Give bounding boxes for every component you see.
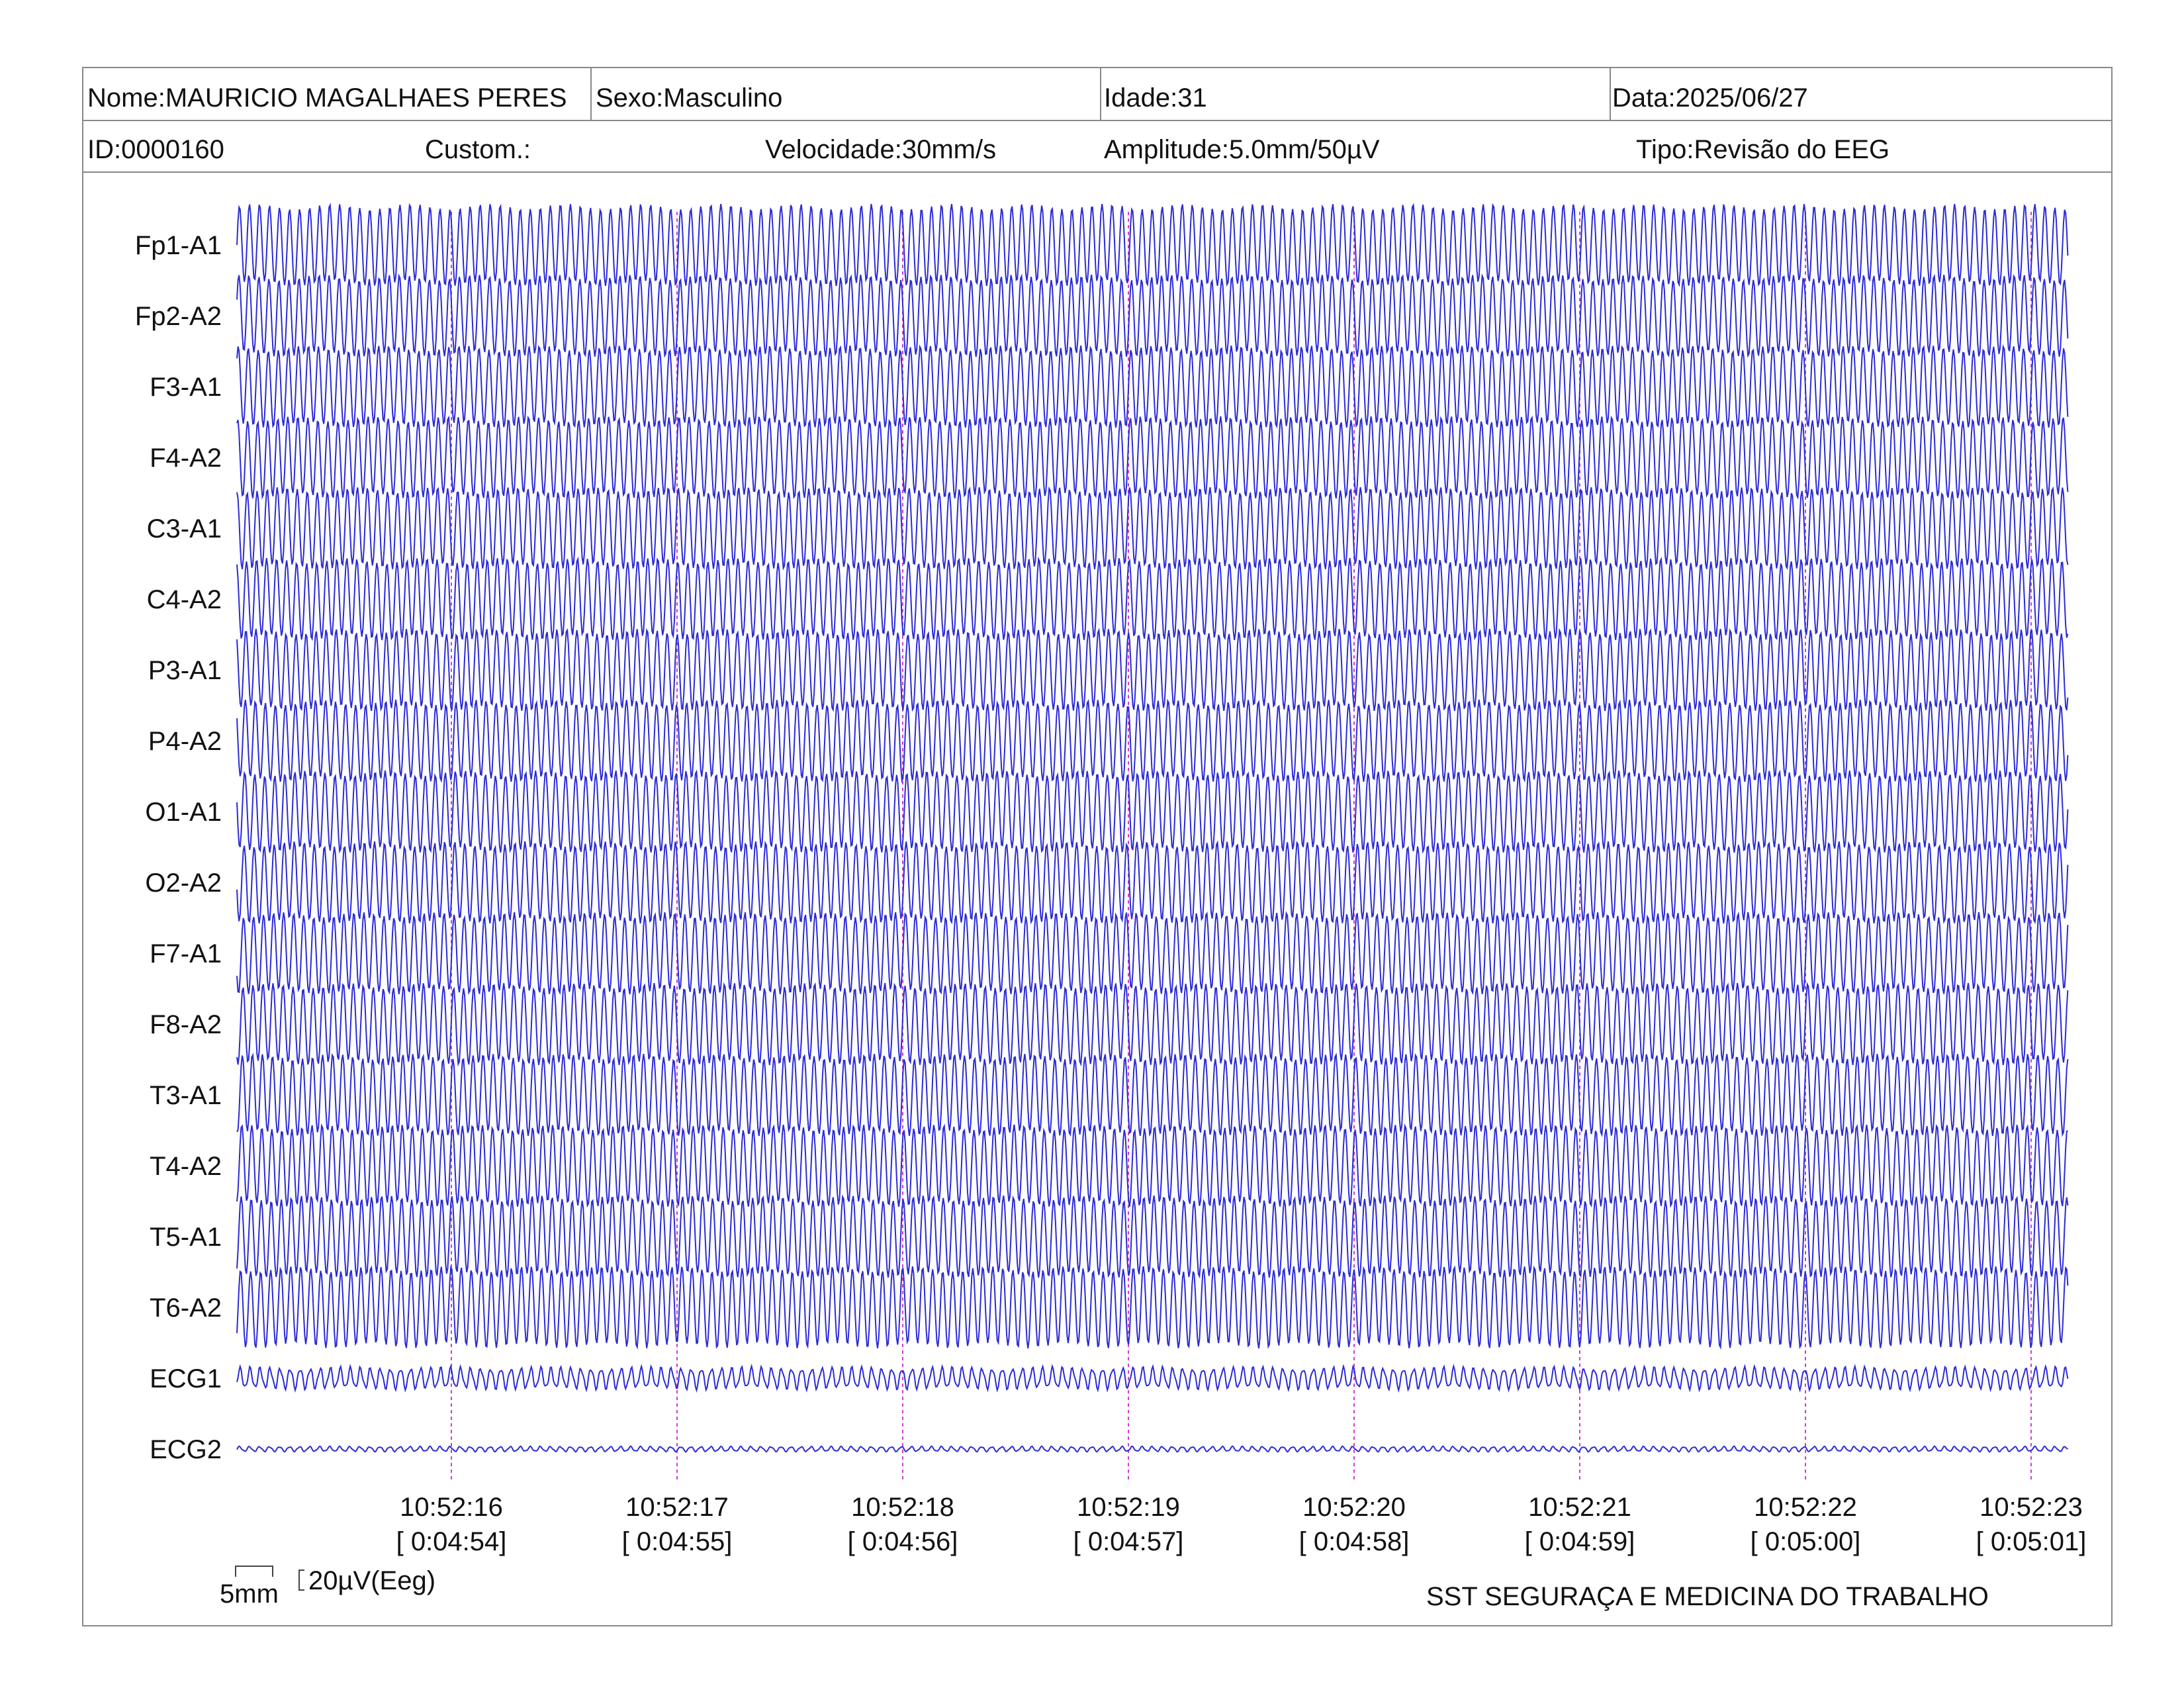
time-marker-elapsed: [ 0:04:58] bbox=[1299, 1527, 1410, 1556]
patient-id: ID:0000160 bbox=[87, 135, 224, 164]
time-marker-elapsed: [ 0:04:55] bbox=[622, 1527, 733, 1556]
time-marker-clock: 10:52:16 bbox=[400, 1493, 503, 1522]
channel-label: C4-A2 bbox=[147, 585, 222, 614]
time-marker-elapsed: [ 0:04:57] bbox=[1073, 1527, 1184, 1556]
channel-trace bbox=[236, 1194, 2069, 1279]
patient-age: Idade:31 bbox=[1104, 83, 1207, 113]
custom-field: Custom.: bbox=[425, 135, 531, 164]
time-scale-label: 5mm bbox=[220, 1579, 279, 1609]
header-divider-2 bbox=[82, 171, 2113, 173]
channel-label: F4-A2 bbox=[150, 444, 222, 473]
time-marker-clock: 10:52:17 bbox=[625, 1493, 729, 1522]
channel-label: P4-A2 bbox=[148, 727, 222, 756]
channel-label: F3-A1 bbox=[150, 373, 222, 402]
channel-label: T4-A2 bbox=[150, 1152, 222, 1181]
patient-sex: Sexo:Masculino bbox=[596, 83, 783, 113]
channel-trace bbox=[236, 628, 2069, 712]
channel-trace bbox=[236, 344, 2069, 429]
channel-label: T3-A1 bbox=[150, 1081, 222, 1110]
channel-label: C3-A1 bbox=[147, 514, 222, 543]
time-marker-elapsed: [ 0:04:54] bbox=[396, 1527, 507, 1556]
channel-trace bbox=[236, 911, 2069, 996]
amplitude-setting: Amplitude:5.0mm/50µV bbox=[1104, 135, 1380, 164]
header-col-divider-3 bbox=[1610, 67, 1611, 120]
channel-label: O1-A1 bbox=[145, 798, 222, 827]
channel-trace bbox=[236, 203, 2069, 287]
channel-label: ECG2 bbox=[150, 1435, 222, 1464]
channel-trace bbox=[236, 1053, 2069, 1137]
channel-label: F7-A1 bbox=[150, 939, 222, 968]
eeg-traces bbox=[236, 203, 2069, 1453]
channel-trace bbox=[236, 769, 2069, 855]
time-marker-clock: 10:52:19 bbox=[1077, 1493, 1180, 1522]
header-col-divider-2 bbox=[1100, 67, 1101, 120]
time-scale-bracket bbox=[235, 1566, 273, 1577]
time-marker-elapsed: [ 0:05:01] bbox=[1976, 1527, 2087, 1556]
time-marker-clock: 10:52:20 bbox=[1302, 1493, 1406, 1522]
header-divider-1 bbox=[82, 120, 2113, 121]
channel-trace bbox=[236, 415, 2069, 500]
time-marker-clock: 10:52:21 bbox=[1528, 1493, 1631, 1522]
time-marker-clock: 10:52:23 bbox=[1979, 1493, 2083, 1522]
channel-trace bbox=[236, 1445, 2068, 1453]
channel-label: O2-A2 bbox=[145, 868, 222, 898]
channel-trace bbox=[236, 840, 2069, 925]
speed-setting: Velocidade:30mm/s bbox=[765, 135, 997, 164]
time-marker-elapsed: [ 0:04:56] bbox=[848, 1527, 958, 1556]
channel-label: Fp1-A1 bbox=[135, 231, 222, 260]
channel-trace bbox=[236, 698, 2069, 784]
channel-trace bbox=[236, 556, 2069, 641]
channel-label: P3-A1 bbox=[148, 656, 222, 685]
time-marker-elapsed: [ 0:04:59] bbox=[1525, 1527, 1635, 1556]
organization-name: SST SEGURAÇA E MEDICINA DO TRABALHO bbox=[1426, 1582, 1989, 1611]
patient-name: Nome:MAURICIO MAGALHAES PERES bbox=[87, 83, 567, 113]
page-frame bbox=[82, 67, 2113, 1626]
time-marker-elapsed: [ 0:05:00] bbox=[1751, 1527, 1861, 1556]
time-labels: 10:52:16 [ 0:04:54] 10:52:17 [ 0:04:55] 10:5… bbox=[396, 1493, 2087, 1556]
channel-trace bbox=[236, 1363, 2069, 1393]
channel-label: ECG1 bbox=[150, 1364, 222, 1393]
channel-trace bbox=[236, 486, 2069, 571]
exam-date: Data:2025/06/27 bbox=[1612, 83, 1808, 113]
channel-label: T6-A2 bbox=[150, 1293, 222, 1323]
channel-labels: Fp1-A1 Fp2-A2 F3-A1 F4-A2 C3-A1 C4-A2 P3-A1 P4-… bbox=[135, 231, 222, 1464]
time-marker-clock: 10:52:22 bbox=[1754, 1493, 1857, 1522]
channel-trace bbox=[236, 982, 2069, 1067]
amp-scale-bracket bbox=[298, 1570, 304, 1591]
amplitude-scale-label: 20µV(Eeg) bbox=[308, 1566, 436, 1595]
channel-trace bbox=[236, 1123, 2068, 1208]
channel-label: F8-A2 bbox=[150, 1010, 222, 1039]
exam-type: Tipo:Revisão do EEG bbox=[1636, 135, 1890, 164]
channel-trace bbox=[236, 273, 2069, 358]
channel-trace bbox=[236, 1265, 2069, 1350]
header-col-divider-1 bbox=[590, 67, 592, 120]
scale-bar bbox=[235, 1566, 304, 1591]
time-marker-clock: 10:52:18 bbox=[851, 1493, 954, 1522]
channel-label: T5-A1 bbox=[150, 1223, 222, 1252]
channel-label: Fp2-A2 bbox=[135, 302, 222, 331]
